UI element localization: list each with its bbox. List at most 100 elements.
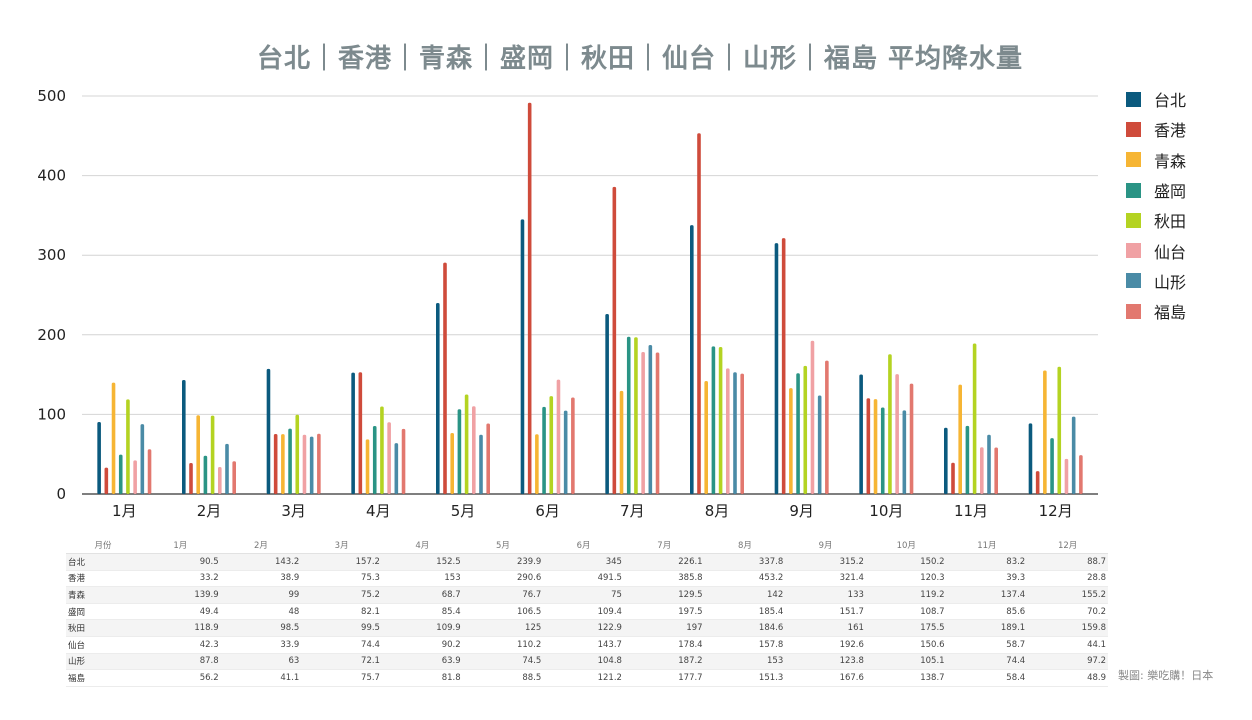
table-cell: 42.3	[140, 636, 221, 654]
bar	[1028, 423, 1033, 494]
bar	[626, 336, 631, 494]
legend-label: 福島	[1154, 303, 1187, 323]
bar	[450, 432, 454, 494]
bar	[1035, 471, 1040, 494]
table-row: 福島 56.2 41.1 75.7 81.8 88.5 121.2 177.7 151.3 167…	[66, 669, 1108, 687]
table-header-cell: 3月	[301, 537, 382, 554]
bar	[909, 383, 914, 494]
legend-swatch	[1126, 182, 1141, 198]
table-cell: 189.1	[946, 619, 1028, 637]
table-cell: 56.2	[140, 669, 221, 687]
table-cell: 99	[220, 586, 302, 604]
table-row: 青森 139.9 99 75.2 68.7 76.7 75 129.5 142 133 119.2 1…	[66, 586, 1108, 604]
table-cell: 88.5	[462, 669, 544, 687]
table-cell: 155.2	[1027, 586, 1108, 604]
table-row-label: 福島	[66, 669, 140, 687]
bar	[810, 340, 815, 494]
bar	[563, 410, 568, 494]
table-header-cell: 12月	[1027, 537, 1108, 554]
bar	[859, 374, 863, 494]
table-cell: 85.4	[381, 603, 463, 621]
table-cell: 97.2	[1027, 653, 1108, 671]
legend-item: 盛岡	[1126, 175, 1186, 205]
bar	[387, 422, 391, 494]
bar	[866, 398, 871, 494]
bar	[888, 354, 892, 494]
table-row: 香港 33.2 38.9 75.3 153 290.6 491.5 385.8 453.2 321…	[66, 570, 1108, 588]
table-row-label: 秋田	[66, 619, 140, 637]
legend-swatch	[1126, 91, 1141, 107]
table-header-row: 月份 1月 2月 3月 4月 5月 6月 7月 8月 9月 10月 11月 12月	[66, 537, 1108, 554]
bar	[556, 379, 561, 494]
table-header-cell: 2月	[220, 537, 302, 554]
table-cell: 142	[704, 586, 786, 604]
table-cell: 129.5	[623, 586, 705, 604]
bar	[972, 343, 977, 494]
legend-swatch	[1126, 152, 1141, 168]
bar	[232, 461, 236, 494]
bar	[1064, 458, 1069, 494]
table-cell: 197	[623, 619, 705, 637]
bar	[902, 410, 907, 494]
x-tick-label: 7月	[620, 502, 645, 520]
table-cell: 133	[785, 586, 866, 604]
table-row: 盛岡 49.4 48 82.1 85.4 106.5 109.4 197.5 185.4 151.…	[66, 603, 1108, 621]
bar	[803, 365, 808, 494]
bar	[711, 346, 716, 494]
table-row-label: 香港	[66, 570, 140, 588]
table-cell: 85.6	[946, 603, 1028, 621]
table-header-cell: 月份	[66, 537, 140, 554]
table-header-cell: 10月	[865, 537, 947, 554]
gridlines	[82, 95, 1098, 495]
table-cell: 152.5	[381, 553, 463, 571]
bar	[358, 372, 363, 494]
bar	[1043, 370, 1047, 494]
x-tick-label: 9月	[789, 502, 814, 520]
bar	[309, 436, 314, 494]
table-cell: 178.4	[623, 636, 705, 654]
table-cell: 72.1	[301, 653, 382, 671]
legend-item: 青森	[1126, 145, 1186, 175]
bar	[958, 384, 962, 494]
table-row-label: 台北	[66, 553, 140, 571]
legend-label: 盛岡	[1154, 182, 1187, 202]
bar	[104, 467, 109, 494]
table-cell: 88.7	[1027, 553, 1108, 571]
bar	[1079, 455, 1083, 494]
bars	[97, 102, 1083, 495]
table-cell: 187.2	[623, 653, 705, 671]
table-cell: 90.5	[140, 553, 221, 571]
table-cell: 185.4	[704, 603, 786, 621]
bar	[520, 219, 525, 494]
bar	[733, 372, 737, 494]
y-tick-label: 200	[37, 326, 66, 344]
bar	[825, 360, 829, 494]
table-cell: 157.2	[301, 553, 382, 571]
legend-item: 香港	[1126, 114, 1186, 144]
table-cell: 83.2	[946, 553, 1028, 571]
table-cell: 58.4	[946, 669, 1028, 687]
table-cell: 109.9	[381, 619, 463, 637]
bar	[605, 314, 609, 494]
bar	[774, 243, 779, 494]
table-cell: 98.5	[220, 619, 302, 637]
x-tick-label: 5月	[451, 502, 476, 520]
table-header-cell: 4月	[381, 537, 463, 554]
bar	[147, 449, 152, 494]
table-cell: 118.9	[140, 619, 221, 637]
bar	[210, 415, 215, 494]
bar	[1050, 438, 1054, 494]
bar	[436, 303, 440, 494]
bar	[951, 462, 955, 494]
bar	[994, 447, 998, 494]
legend-item: 台北	[1126, 84, 1186, 114]
table-cell: 76.7	[462, 586, 544, 604]
table-cell: 33.2	[140, 570, 221, 588]
bar	[789, 388, 793, 494]
bar-chart: 0 100 200 300 400 500 1月 2月 3月 4月 5月 6月 7月 8月 9月 10月 11…	[37, 87, 1098, 520]
table-cell: 159.8	[1027, 619, 1108, 637]
table-cell: 63.9	[381, 653, 463, 671]
table-row-label: 盛岡	[66, 603, 140, 621]
legend-label: 山形	[1154, 272, 1187, 292]
table-cell: 491.5	[543, 570, 624, 588]
